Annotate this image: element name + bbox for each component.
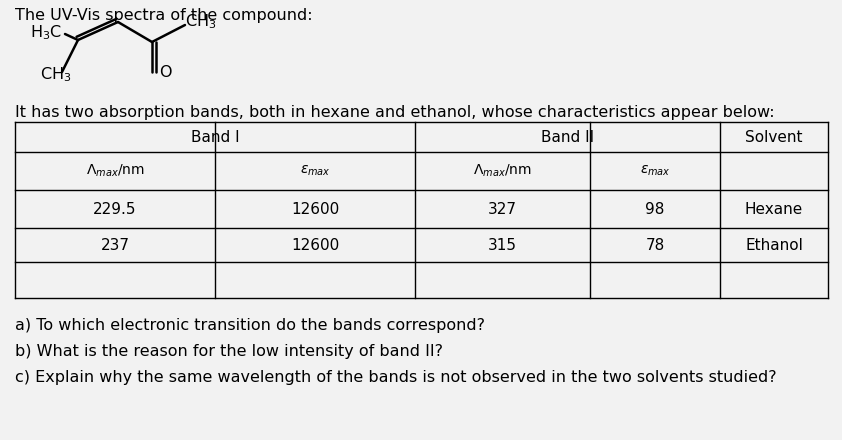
Text: CH$_3$: CH$_3$ xyxy=(40,66,72,84)
Text: 229.5: 229.5 xyxy=(93,202,136,216)
Text: $\Lambda_{max}$/nm: $\Lambda_{max}$/nm xyxy=(473,163,532,179)
Text: Band II: Band II xyxy=(541,129,594,144)
Text: 237: 237 xyxy=(100,238,130,253)
Text: a) To which electronic transition do the bands correspond?: a) To which electronic transition do the… xyxy=(15,318,485,333)
Text: $\varepsilon_{max}$: $\varepsilon_{max}$ xyxy=(640,164,670,178)
Text: CH$_3$: CH$_3$ xyxy=(185,13,216,31)
Text: Band I: Band I xyxy=(190,129,239,144)
Text: c) Explain why the same wavelength of the bands is not observed in the two solve: c) Explain why the same wavelength of th… xyxy=(15,370,776,385)
Text: $\varepsilon_{max}$: $\varepsilon_{max}$ xyxy=(300,164,330,178)
Text: 98: 98 xyxy=(645,202,664,216)
Text: Ethanol: Ethanol xyxy=(745,238,803,253)
Text: 12600: 12600 xyxy=(290,238,339,253)
Text: H$_3$C: H$_3$C xyxy=(30,24,62,42)
Text: It has two absorption bands, both in hexane and ethanol, whose characteristics a: It has two absorption bands, both in hex… xyxy=(15,105,775,120)
Text: $\Lambda_{max}$/nm: $\Lambda_{max}$/nm xyxy=(86,163,145,179)
Text: Solvent: Solvent xyxy=(745,129,802,144)
Text: 315: 315 xyxy=(488,238,517,253)
Text: 78: 78 xyxy=(645,238,664,253)
Text: b) What is the reason for the low intensity of band II?: b) What is the reason for the low intens… xyxy=(15,344,443,359)
Text: O: O xyxy=(159,65,172,80)
Text: Hexane: Hexane xyxy=(745,202,803,216)
Text: The UV-Vis spectra of the compound:: The UV-Vis spectra of the compound: xyxy=(15,8,312,23)
Text: 327: 327 xyxy=(488,202,517,216)
Text: 12600: 12600 xyxy=(290,202,339,216)
